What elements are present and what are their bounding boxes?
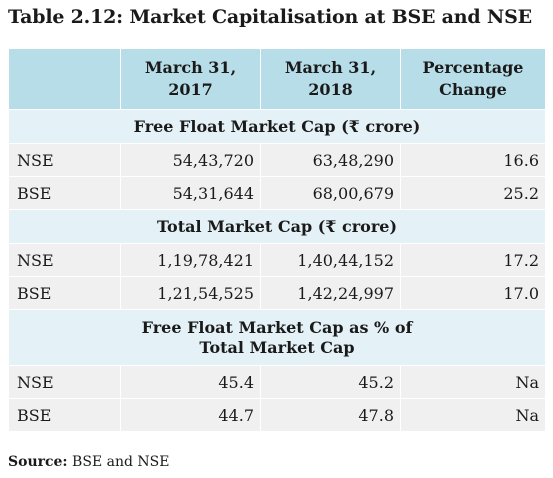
value-change: 17.2 — [400, 243, 546, 277]
section-heading-cell: Free Float Market Cap as % of Total Mark… — [8, 309, 546, 366]
section-heading-total: Total Market Cap (₹ crore) — [8, 209, 546, 244]
header-cell-empty — [8, 48, 121, 110]
section-heading-cell: Total Market Cap (₹ crore) — [8, 209, 546, 244]
table-row: NSE 54,43,720 63,48,290 16.6 — [8, 143, 546, 177]
value-2017: 54,43,720 — [120, 143, 261, 177]
value-change: 25.2 — [400, 176, 546, 210]
source-label: Source: — [8, 454, 68, 470]
value-2018: 45.2 — [260, 365, 401, 399]
value-change: 16.6 — [400, 143, 546, 177]
value-2017: 54,31,644 — [120, 176, 261, 210]
value-change: Na — [400, 398, 546, 432]
value-2017: 1,19,78,421 — [120, 243, 261, 277]
value-2018: 1,40,44,152 — [260, 243, 401, 277]
row-label: NSE — [8, 365, 121, 399]
value-2018: 68,00,679 — [260, 176, 401, 210]
section-heading-ratio: Free Float Market Cap as % of Total Mark… — [8, 309, 546, 366]
value-2018: 63,48,290 — [260, 143, 401, 177]
row-label: BSE — [8, 176, 121, 210]
value-change: Na — [400, 365, 546, 399]
table-title: Table 2.12: Market Capitalisation at BSE… — [8, 6, 532, 28]
row-label: BSE — [8, 276, 121, 310]
table-row: NSE 1,19,78,421 1,40,44,152 17.2 — [8, 243, 546, 277]
header-cell-change: Percentage Change — [400, 48, 546, 110]
value-2018: 47.8 — [260, 398, 401, 432]
row-label: BSE — [8, 398, 121, 432]
row-label: NSE — [8, 243, 121, 277]
table-row: BSE 44.7 47.8 Na — [8, 398, 546, 432]
row-label: NSE — [8, 143, 121, 177]
table-row: BSE 54,31,644 68,00,679 25.2 — [8, 176, 546, 210]
header-row: March 31, 2017 March 31, 2018 Percentage… — [8, 48, 546, 110]
value-2017: 44.7 — [120, 398, 261, 432]
value-change: 17.0 — [400, 276, 546, 310]
section-heading-cell: Free Float Market Cap (₹ crore) — [8, 109, 546, 144]
header-cell-2017: March 31, 2017 — [120, 48, 261, 110]
table-row: NSE 45.4 45.2 Na — [8, 365, 546, 399]
value-2018: 1,42,24,997 — [260, 276, 401, 310]
table-row: BSE 1,21,54,525 1,42,24,997 17.0 — [8, 276, 546, 310]
source-text: BSE and NSE — [67, 454, 170, 470]
market-cap-table: March 31, 2017 March 31, 2018 Percentage… — [8, 48, 546, 432]
header-cell-2018: March 31, 2018 — [260, 48, 401, 110]
source-note: Source: BSE and NSE — [8, 454, 169, 470]
section-heading-free-float: Free Float Market Cap (₹ crore) — [8, 109, 546, 144]
value-2017: 1,21,54,525 — [120, 276, 261, 310]
value-2017: 45.4 — [120, 365, 261, 399]
